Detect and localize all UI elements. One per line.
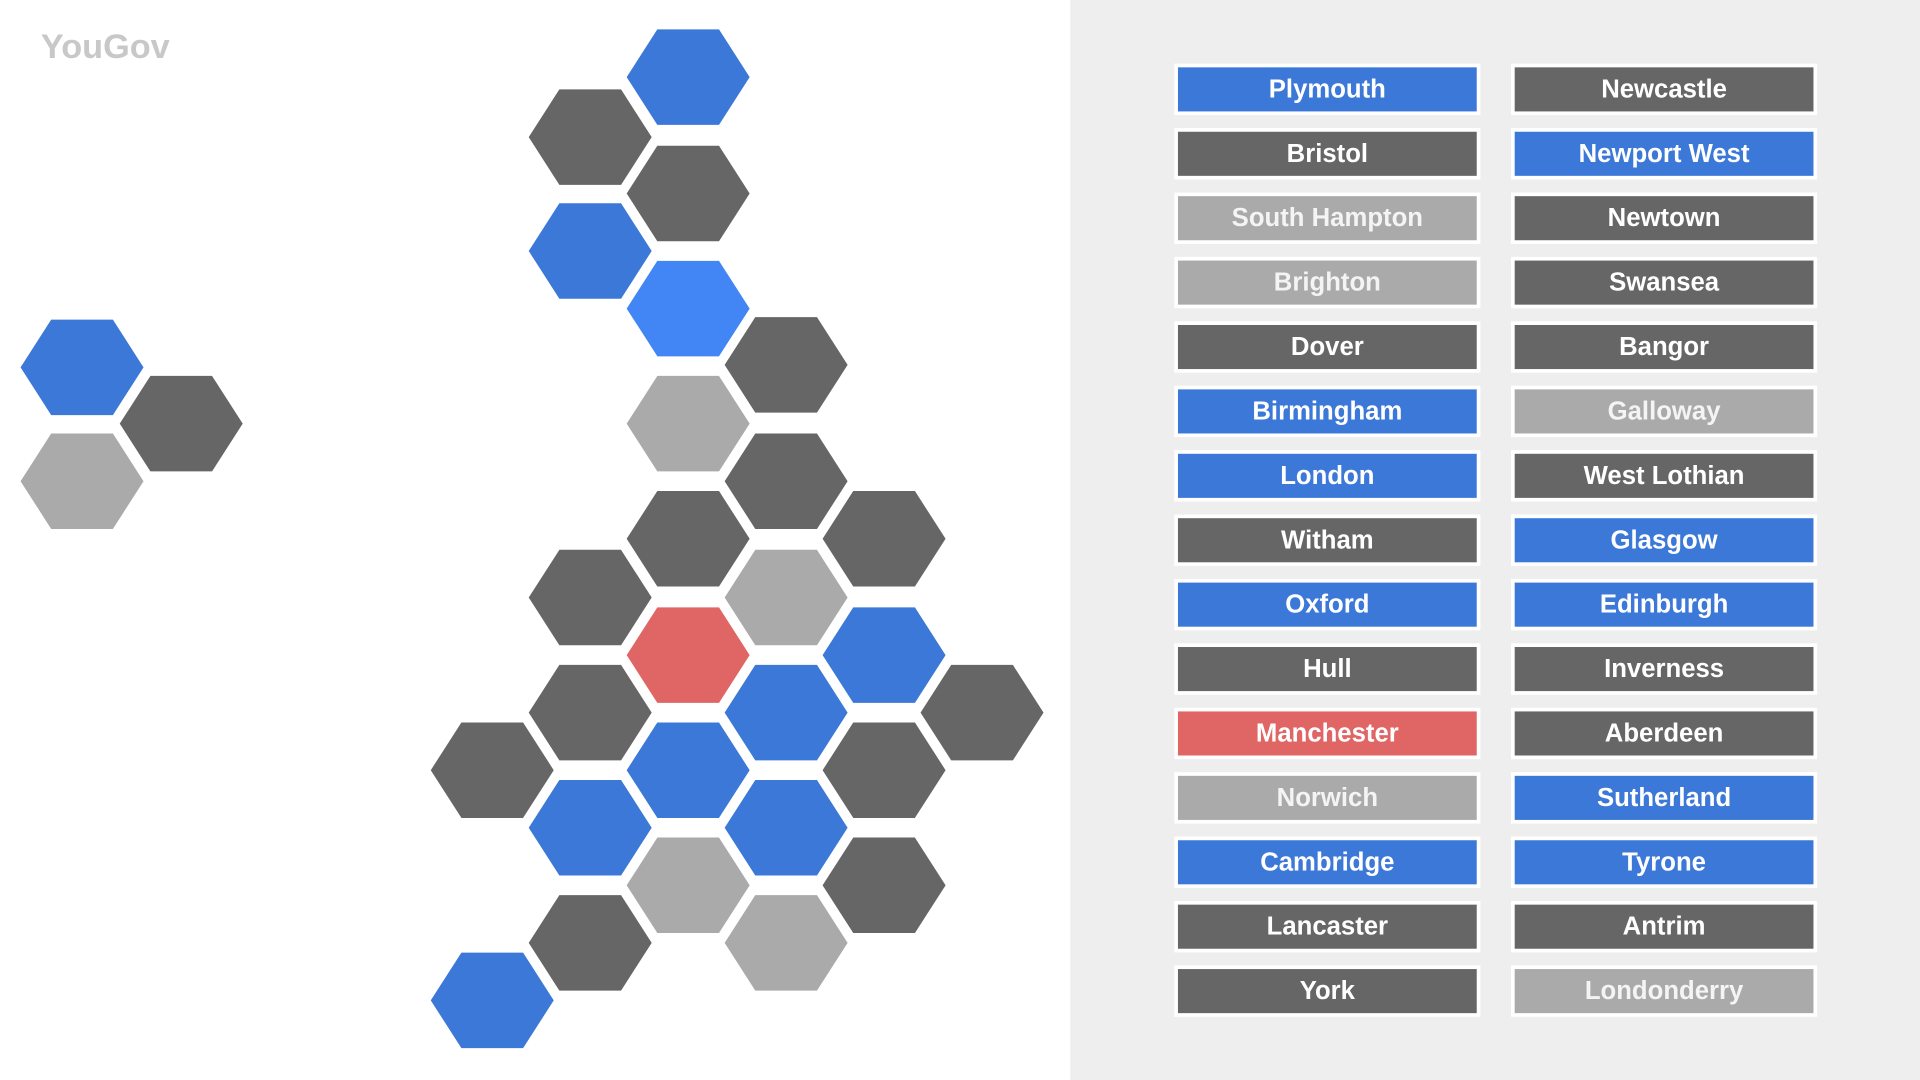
place-label[interactable]: Birmingham	[1252, 397, 1402, 425]
place-label[interactable]: Cambridge	[1260, 848, 1394, 876]
place-label[interactable]: Lancaster	[1267, 913, 1388, 941]
hex[interactable]	[622, 257, 755, 360]
place-label[interactable]: Glasgow	[1611, 526, 1719, 554]
place-button[interactable]	[1514, 389, 1814, 434]
hex[interactable]	[622, 603, 755, 707]
place-label[interactable]: Hull	[1303, 655, 1352, 683]
place-button[interactable]	[1177, 840, 1477, 885]
hex[interactable]	[720, 546, 852, 649]
place-button[interactable]	[1514, 67, 1814, 112]
hex[interactable]	[720, 429, 852, 533]
place-label[interactable]: York	[1300, 977, 1356, 1005]
place-button[interactable]	[1177, 904, 1477, 949]
hex[interactable]	[720, 313, 852, 417]
place-button[interactable]	[1177, 196, 1477, 241]
hex[interactable]	[720, 776, 852, 880]
hex[interactable]	[16, 429, 148, 533]
place-button[interactable]	[1177, 969, 1477, 1014]
place-label[interactable]: Norwich	[1277, 784, 1378, 812]
place-button[interactable]	[1177, 389, 1477, 434]
hex[interactable]	[622, 487, 755, 591]
place-label[interactable]: Witham	[1281, 526, 1374, 554]
hex[interactable]	[622, 372, 755, 476]
place-button[interactable]	[1177, 324, 1477, 370]
place-label[interactable]: Newtown	[1608, 204, 1721, 232]
place-button[interactable]	[1177, 453, 1477, 498]
place-label[interactable]: Bristol	[1287, 140, 1368, 168]
hex[interactable]	[622, 718, 755, 822]
place-button[interactable]	[1514, 647, 1814, 692]
place-button[interactable]	[1514, 969, 1814, 1014]
place-label[interactable]: Sutherland	[1597, 784, 1731, 812]
place-label[interactable]: Edinburgh	[1600, 591, 1729, 619]
place-button[interactable]	[1177, 582, 1477, 627]
place-button[interactable]	[1514, 840, 1814, 885]
place-button[interactable]	[1514, 711, 1814, 756]
hex[interactable]	[524, 891, 657, 995]
place-label[interactable]: Dover	[1291, 333, 1364, 361]
place-label[interactable]: Manchester	[1256, 719, 1399, 747]
hex[interactable]	[524, 199, 657, 303]
hex[interactable]	[524, 85, 657, 189]
place-button[interactable]	[1177, 647, 1477, 692]
hex[interactable]	[720, 661, 852, 765]
hex[interactable]	[622, 142, 755, 245]
place-label[interactable]: West Lothian	[1584, 462, 1745, 490]
place-label[interactable]: Brighton	[1274, 269, 1381, 297]
hex[interactable]	[818, 487, 950, 591]
hex[interactable]	[916, 661, 1048, 765]
place-label[interactable]: Aberdeen	[1605, 719, 1724, 747]
place-label[interactable]: Inverness	[1604, 655, 1724, 683]
place-button[interactable]	[1177, 260, 1477, 305]
place-label[interactable]: Swansea	[1609, 269, 1720, 297]
place-button[interactable]	[1177, 518, 1477, 563]
place-label[interactable]: Bangor	[1619, 333, 1709, 361]
place-button[interactable]	[1514, 131, 1814, 176]
place-button[interactable]	[1177, 775, 1477, 820]
place-label[interactable]: South Hampton	[1232, 204, 1423, 232]
place-button[interactable]	[1514, 196, 1814, 241]
place-button[interactable]	[1177, 67, 1477, 112]
place-label[interactable]: Tyrone	[1622, 848, 1706, 876]
place-label[interactable]: Plymouth	[1269, 75, 1386, 103]
place-button[interactable]	[1177, 711, 1477, 756]
hex[interactable]	[622, 25, 755, 129]
place-button[interactable]	[1177, 131, 1477, 176]
hex[interactable]	[818, 603, 950, 707]
hex[interactable]	[524, 776, 657, 880]
hex[interactable]	[426, 948, 559, 1052]
place-label[interactable]: Antrim	[1623, 913, 1706, 941]
hex[interactable]	[115, 372, 248, 476]
hex[interactable]	[818, 718, 950, 822]
place-label[interactable]: Oxford	[1285, 591, 1369, 619]
place-button[interactable]	[1514, 453, 1814, 498]
place-label[interactable]: London	[1280, 462, 1374, 490]
hex[interactable]	[524, 661, 657, 765]
place-button[interactable]	[1514, 904, 1814, 949]
place-label[interactable]: Newport West	[1579, 140, 1750, 168]
logo: YouGov	[41, 28, 170, 66]
hex[interactable]	[426, 718, 559, 822]
place-label[interactable]: Newcastle	[1601, 75, 1727, 103]
hex[interactable]	[622, 833, 755, 937]
place-button[interactable]	[1514, 775, 1814, 820]
hex[interactable]	[720, 891, 852, 995]
place-button[interactable]	[1514, 582, 1814, 627]
place-button[interactable]	[1514, 324, 1814, 370]
hex[interactable]	[524, 546, 657, 649]
place-list: Plymouth Bristol South Hampton Brighton Dove…	[1174, 63, 1818, 1017]
place-label[interactable]: Londonderry	[1585, 977, 1744, 1005]
place-label[interactable]: Galloway	[1608, 397, 1722, 425]
hex[interactable]	[16, 315, 148, 419]
hex-map	[16, 25, 1048, 1052]
place-button[interactable]	[1514, 260, 1814, 305]
hex[interactable]	[818, 833, 950, 937]
place-button[interactable]	[1514, 518, 1814, 563]
